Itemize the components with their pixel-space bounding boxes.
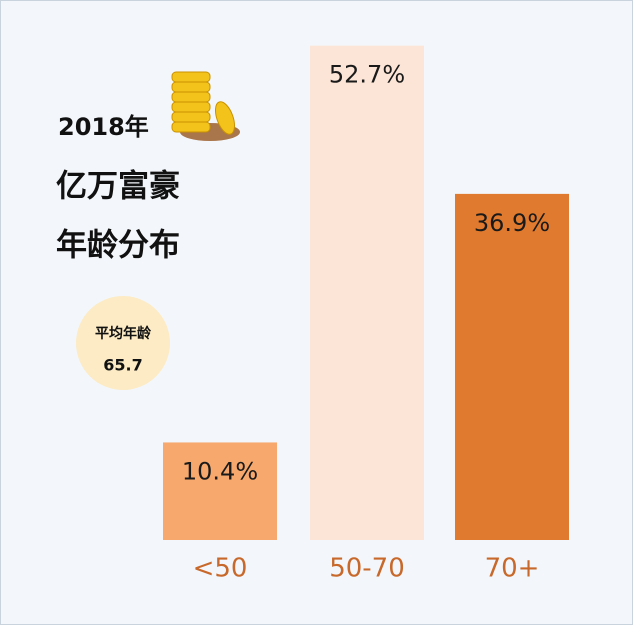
title-line: 2018年 — [58, 113, 149, 141]
category-label: 70+ — [485, 554, 540, 584]
value-label: 10.4% — [182, 457, 258, 485]
title-line: 年龄分布 — [56, 228, 180, 264]
title-line: 亿万富豪 — [56, 169, 180, 205]
annotation-label: 平均年龄 — [95, 325, 152, 342]
average-badge — [76, 296, 170, 390]
category-label: <50 — [193, 554, 248, 584]
value-label: 36.9% — [474, 209, 550, 237]
bar — [455, 193, 569, 541]
category-label: 50-70 — [329, 554, 405, 584]
coins-icon — [171, 71, 240, 141]
value-label: 52.7% — [329, 61, 405, 89]
bar — [163, 442, 277, 540]
annotation-value: 65.7 — [103, 356, 142, 375]
bar — [310, 45, 424, 540]
